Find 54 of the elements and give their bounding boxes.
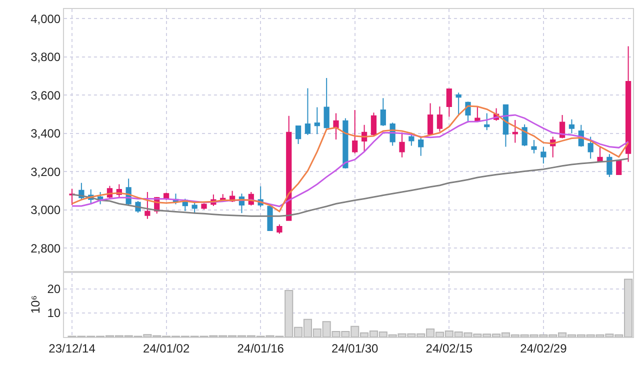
candlestick bbox=[144, 192, 150, 220]
candlestick bbox=[559, 114, 566, 139]
candlestick bbox=[192, 200, 198, 214]
candlestick bbox=[597, 146, 603, 162]
candlestick bbox=[97, 192, 104, 205]
y-tick-label: 4,000 bbox=[30, 12, 61, 26]
x-tick-label: 24/01/30 bbox=[332, 341, 379, 356]
candlestick bbox=[512, 119, 518, 144]
candlestick bbox=[163, 192, 170, 201]
candlestick bbox=[446, 88, 452, 118]
candlestick bbox=[69, 188, 75, 206]
candlestick bbox=[399, 132, 405, 158]
candlestick bbox=[456, 92, 462, 116]
candlestick bbox=[286, 115, 292, 221]
y-tick-label: 3,800 bbox=[30, 50, 61, 64]
candlestick bbox=[295, 126, 302, 145]
candlestick bbox=[333, 112, 339, 140]
candlestick bbox=[352, 109, 358, 154]
candlestick bbox=[436, 106, 443, 132]
x-tick-label: 23/12/14 bbox=[48, 341, 96, 356]
candlestick bbox=[201, 202, 207, 210]
candlestick bbox=[370, 112, 377, 137]
y-tick-label: 3,000 bbox=[30, 203, 61, 218]
y-tick-label: 10 bbox=[47, 306, 61, 320]
candlestick bbox=[531, 140, 537, 154]
y-tick-label: 3,600 bbox=[30, 88, 61, 102]
candlestick bbox=[342, 118, 348, 170]
x-tick-label: 24/02/29 bbox=[520, 341, 568, 356]
candlestick bbox=[616, 160, 622, 175]
candlestick bbox=[276, 224, 282, 234]
candlestick bbox=[540, 146, 546, 164]
y-axis-title: 10⁶ bbox=[28, 295, 43, 314]
candlestick bbox=[314, 106, 320, 135]
candlestick bbox=[408, 132, 414, 146]
x-tick-label: 24/01/16 bbox=[237, 341, 284, 356]
candlestick bbox=[568, 118, 575, 134]
y-tick-label: 20 bbox=[47, 282, 61, 296]
candlestick bbox=[304, 88, 311, 136]
y-tick-label: 3,400 bbox=[30, 126, 61, 141]
candlestick bbox=[606, 154, 612, 178]
candlestick bbox=[427, 102, 434, 136]
y-tick-label: 2,800 bbox=[30, 241, 61, 256]
x-tick-label: 24/02/15 bbox=[426, 341, 473, 356]
candlestick bbox=[324, 78, 330, 129]
line-series bbox=[71, 158, 630, 217]
candlestick bbox=[625, 46, 632, 162]
candlestick bbox=[588, 136, 594, 160]
candlestick bbox=[418, 136, 424, 156]
candlestick bbox=[474, 106, 480, 122]
candlestick bbox=[267, 206, 273, 231]
candlestick bbox=[380, 98, 386, 127]
y-tick-label: 3,200 bbox=[30, 164, 61, 179]
x-tick-label: 24/01/02 bbox=[142, 341, 190, 356]
candlestick bbox=[484, 112, 490, 131]
